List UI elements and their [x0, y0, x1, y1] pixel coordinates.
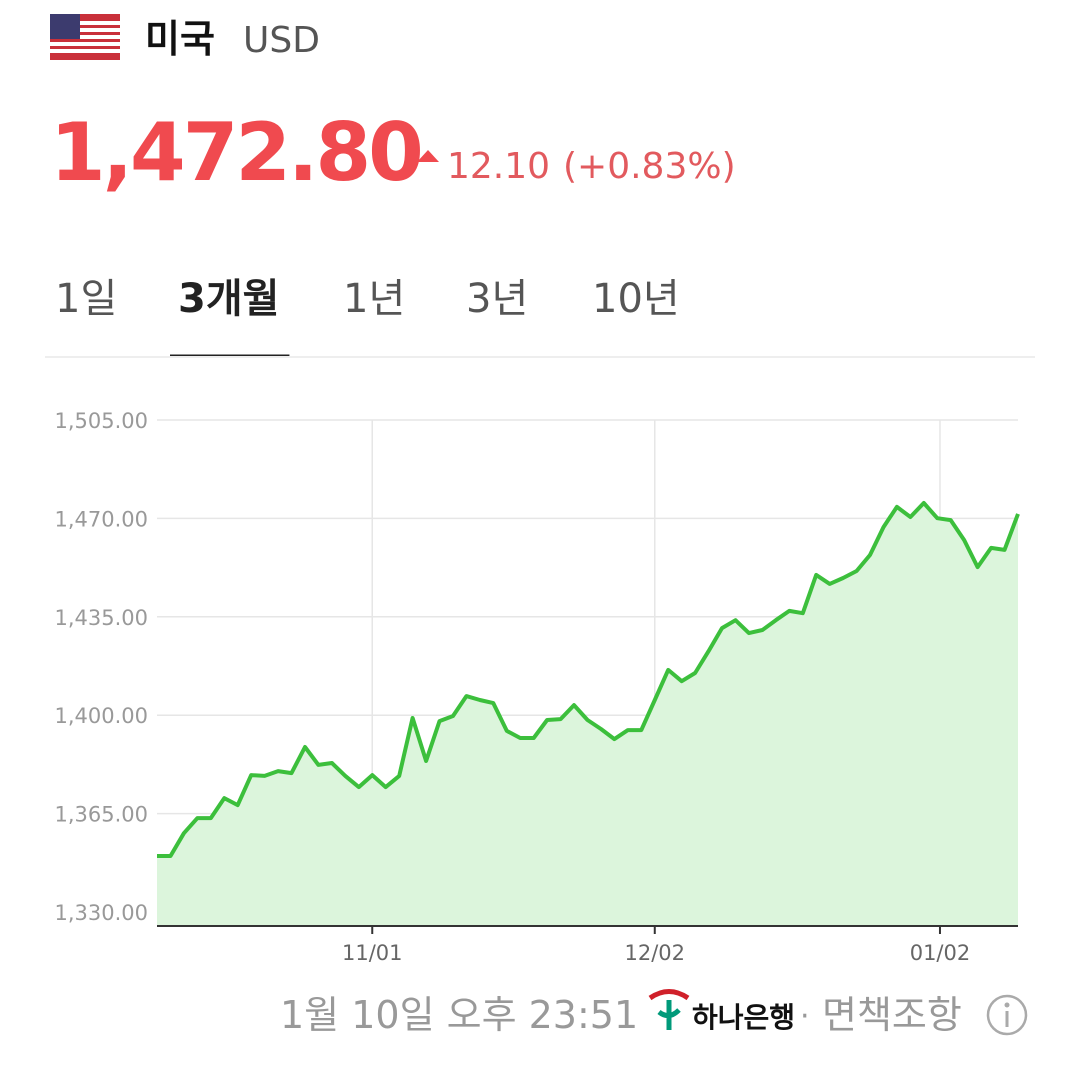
- flag-stripe: [50, 28, 120, 32]
- x-tick-label: 12/02: [625, 941, 686, 965]
- change-percent: (+0.83%): [563, 146, 736, 187]
- change: 12.10: [447, 146, 550, 187]
- info-icon[interactable]: [986, 994, 1028, 1036]
- timestamp: 1월 10일 오후 23:51: [280, 993, 638, 1037]
- currency: USD: [243, 20, 320, 61]
- line: [157, 501, 1020, 858]
- tab[interactable]: 1일: [55, 276, 117, 322]
- info-circle: [986, 994, 1028, 1036]
- y-tick-label: 1,505.00: [54, 409, 148, 433]
- chart: 1,330.00 1,365.00 1,400.00 1,435.00 1,470.00…: [54, 409, 1020, 965]
- up-arrow: [417, 150, 439, 162]
- tabs: 1일 3개월 1년 3년 10년: [55, 276, 680, 358]
- y-tick-label: 1,365.00: [54, 803, 148, 827]
- flag-stripe: [50, 42, 120, 46]
- y-tick-label: 1,435.00: [54, 606, 148, 630]
- tab[interactable]: 3년: [466, 276, 528, 322]
- x-tick-label: 01/02: [910, 941, 971, 965]
- tab[interactable]: 3개월: [178, 276, 279, 322]
- bank-name: 하나은행: [692, 1001, 795, 1034]
- y-tick-label: 1,330.00: [54, 901, 148, 925]
- y-tick-label: 1,400.00: [54, 704, 148, 728]
- price: 1,472.80: [50, 106, 421, 199]
- disclaimer[interactable]: 면책조항: [822, 993, 962, 1037]
- logo-arc: [648, 989, 690, 1001]
- separator: ·: [800, 999, 810, 1034]
- y-tick-label: 1,470.00: [54, 507, 148, 531]
- info-dot: [1004, 1002, 1010, 1008]
- area: [157, 503, 1018, 926]
- bank-logo: [648, 989, 690, 1030]
- country: 미국: [145, 17, 215, 61]
- tab[interactable]: 10년: [592, 276, 680, 322]
- flag-stripe: [50, 35, 120, 39]
- logo-figure: [657, 1000, 681, 1030]
- tab[interactable]: 1년: [343, 276, 405, 322]
- x-tick-label: 11/01: [342, 941, 403, 965]
- flag-stripe: [50, 49, 120, 53]
- flag-canton: [50, 14, 80, 39]
- us-flag: [50, 14, 120, 60]
- flag-stripe: [50, 21, 120, 25]
